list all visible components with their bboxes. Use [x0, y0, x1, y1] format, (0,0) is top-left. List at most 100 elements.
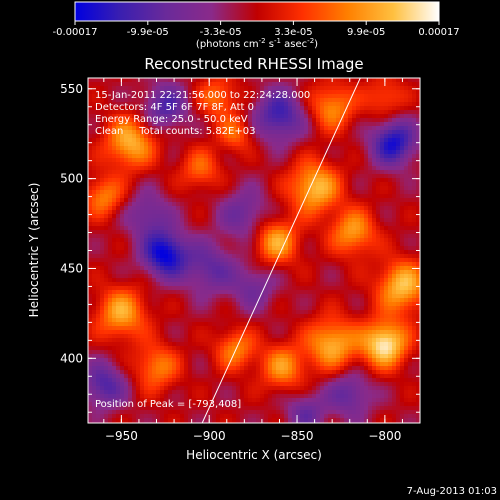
heatmap-cell [396, 98, 401, 103]
heatmap-cell [344, 266, 349, 271]
heatmap-cell [152, 178, 157, 183]
heatmap-cell [272, 154, 277, 159]
heatmap-cell [412, 226, 417, 231]
heatmap-cell [92, 206, 97, 211]
heatmap-cell [368, 198, 373, 203]
heatmap-cell [376, 206, 381, 211]
heatmap-cell [332, 266, 337, 271]
heatmap-cell [216, 286, 221, 291]
heatmap-cell [340, 234, 345, 239]
heatmap-cell [140, 262, 145, 267]
heatmap-cell [340, 162, 345, 167]
heatmap-cell [316, 250, 321, 255]
heatmap-cell [320, 94, 325, 99]
heatmap-cell [352, 162, 357, 167]
heatmap-cell [144, 218, 149, 223]
heatmap-cell [404, 310, 409, 315]
heatmap-cell [320, 110, 325, 115]
heatmap-cell [204, 254, 209, 259]
heatmap-cell [124, 154, 129, 159]
heatmap-cell [284, 310, 289, 315]
heatmap-cell [116, 206, 121, 211]
heatmap-cell [164, 246, 169, 251]
heatmap-cell [248, 246, 253, 251]
heatmap-cell [408, 270, 413, 275]
heatmap-cell [120, 310, 125, 315]
heatmap-cell [304, 170, 309, 175]
heatmap-cell [104, 126, 109, 131]
heatmap-cell [252, 118, 257, 123]
heatmap-cell [312, 174, 317, 179]
heatmap-cell [316, 266, 321, 271]
heatmap-cell [120, 270, 125, 275]
heatmap-cell [344, 78, 349, 83]
heatmap-cell [364, 138, 369, 143]
heatmap-cell [388, 122, 393, 127]
heatmap-cell [228, 118, 233, 123]
heatmap-cell [172, 238, 177, 243]
heatmap-cell [340, 194, 345, 199]
heatmap-cell [96, 266, 101, 271]
heatmap-cell [352, 138, 357, 143]
heatmap-cell [180, 130, 185, 135]
heatmap-cell [376, 170, 381, 175]
heatmap-cell [164, 138, 169, 143]
heatmap-cell [416, 162, 420, 167]
heatmap-cell [380, 258, 385, 263]
heatmap-cell [324, 302, 329, 307]
heatmap-cell [96, 314, 101, 319]
heatmap-cell [268, 130, 273, 135]
heatmap-cell [260, 150, 265, 155]
heatmap-cell [172, 258, 177, 263]
heatmap-cell [416, 238, 420, 243]
heatmap-cell [312, 126, 317, 131]
heatmap-cell [144, 114, 149, 119]
heatmap-cell [120, 78, 125, 83]
heatmap-cell [156, 106, 161, 111]
heatmap-cell [104, 118, 109, 123]
heatmap-cell [340, 166, 345, 171]
heatmap-cell [148, 266, 153, 271]
heatmap-cell [124, 86, 129, 91]
heatmap-cell [320, 250, 325, 255]
heatmap-cell [300, 182, 305, 187]
heatmap-cell [212, 158, 217, 163]
heatmap-cell [356, 298, 361, 303]
heatmap-cell [264, 202, 269, 207]
heatmap-cell [112, 150, 117, 155]
heatmap-cell [292, 106, 297, 111]
heatmap-cell [380, 198, 385, 203]
heatmap-cell [336, 106, 341, 111]
heatmap-cell [308, 102, 313, 107]
heatmap-cell [284, 126, 289, 131]
heatmap-cell [296, 294, 301, 299]
heatmap-cell [92, 214, 97, 219]
heatmap-cell [396, 182, 401, 187]
heatmap-cell [156, 254, 161, 259]
heatmap-cell [356, 122, 361, 127]
heatmap-cell [268, 142, 273, 147]
heatmap-cell [164, 170, 169, 175]
heatmap-cell [244, 262, 249, 267]
heatmap-cell [264, 118, 269, 123]
heatmap-cell [172, 298, 177, 303]
heatmap-cell [272, 270, 277, 275]
heatmap-cell [320, 254, 325, 259]
heatmap-cell [148, 258, 153, 263]
heatmap-cell [108, 226, 113, 231]
heatmap-cell [392, 178, 397, 183]
heatmap-cell [260, 194, 265, 199]
heatmap-cell [188, 118, 193, 123]
heatmap-cell [224, 194, 229, 199]
heatmap-cell [276, 78, 281, 83]
heatmap-cell [408, 190, 413, 195]
heatmap-cell [388, 150, 393, 155]
heatmap-cell [228, 114, 233, 119]
heatmap-cell [108, 198, 113, 203]
heatmap-cell [236, 198, 241, 203]
heatmap-cell [252, 286, 257, 291]
heatmap-cell [408, 230, 413, 235]
heatmap-cell [320, 206, 325, 211]
heatmap-cell [372, 126, 377, 131]
heatmap-cell [400, 258, 405, 263]
